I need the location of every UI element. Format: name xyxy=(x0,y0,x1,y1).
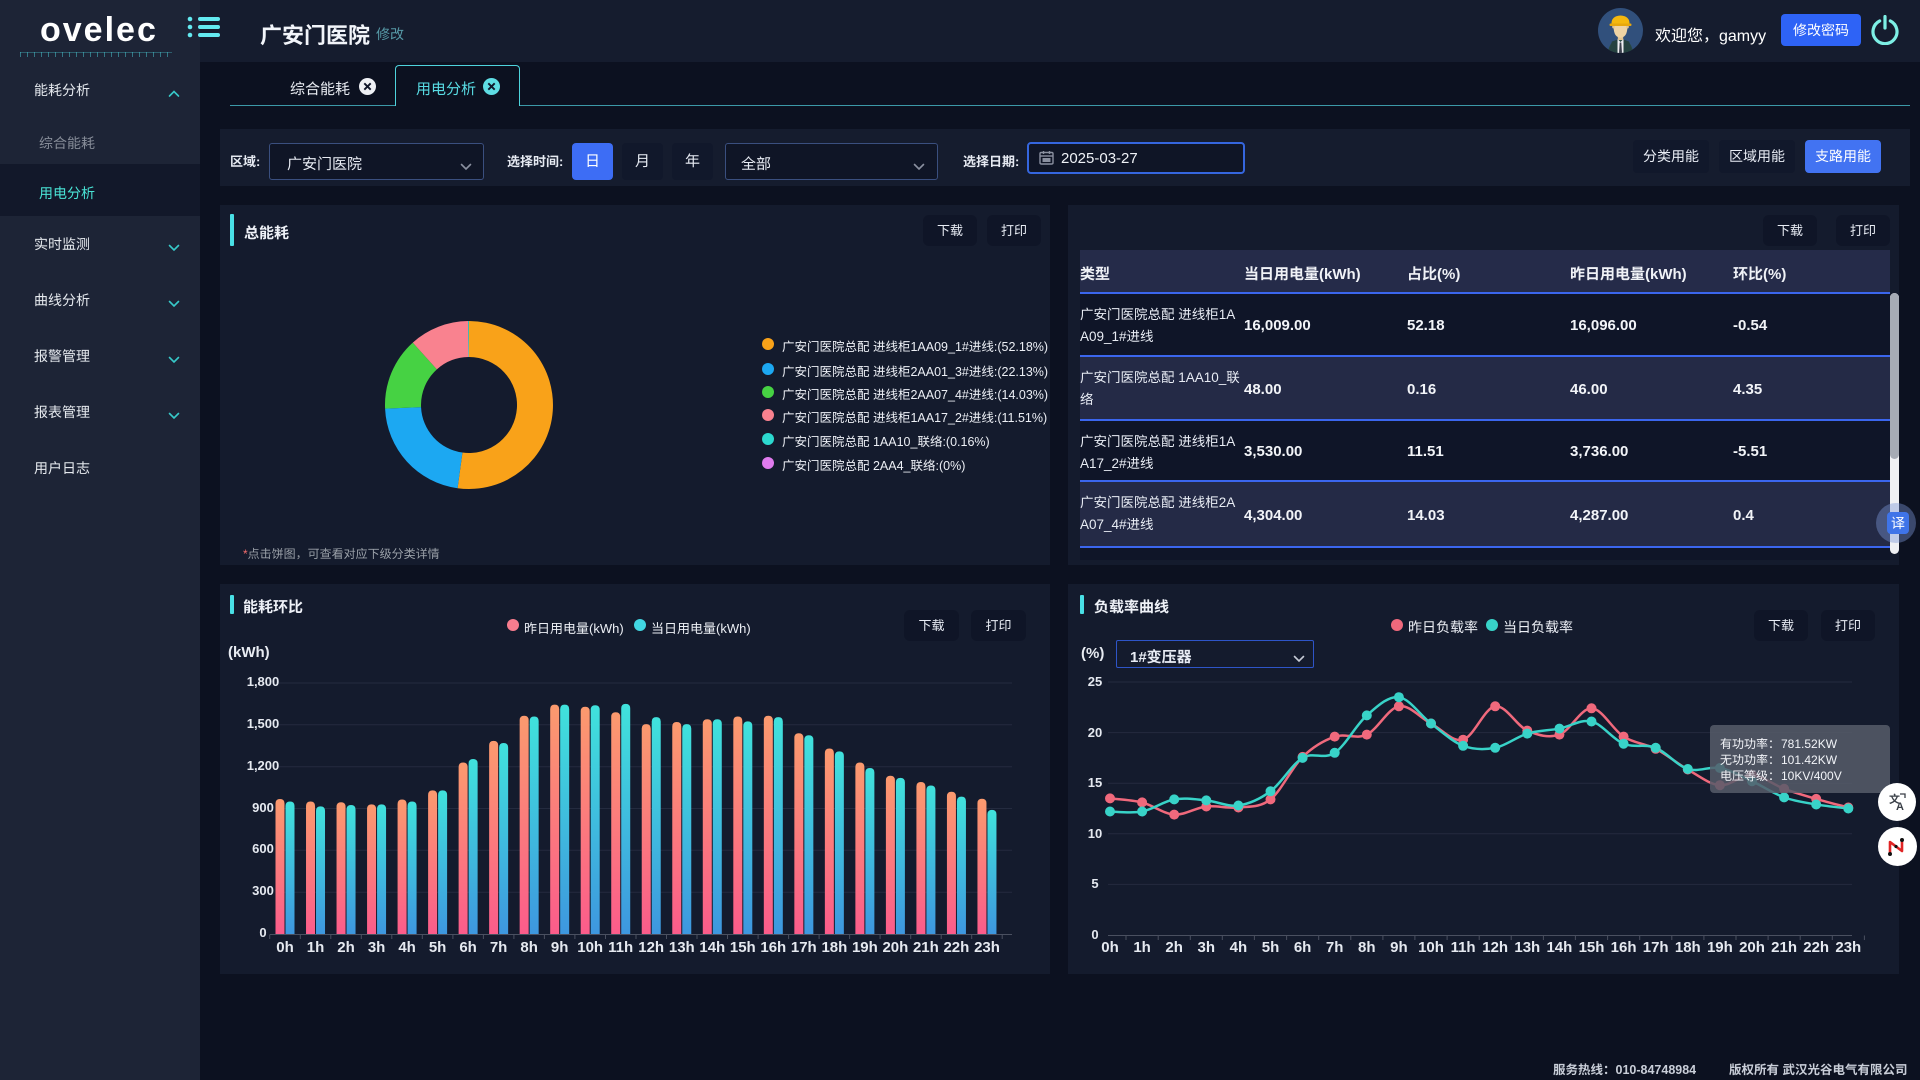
svg-text:文: 文 xyxy=(1889,791,1900,807)
svg-text:A: A xyxy=(1896,801,1904,813)
